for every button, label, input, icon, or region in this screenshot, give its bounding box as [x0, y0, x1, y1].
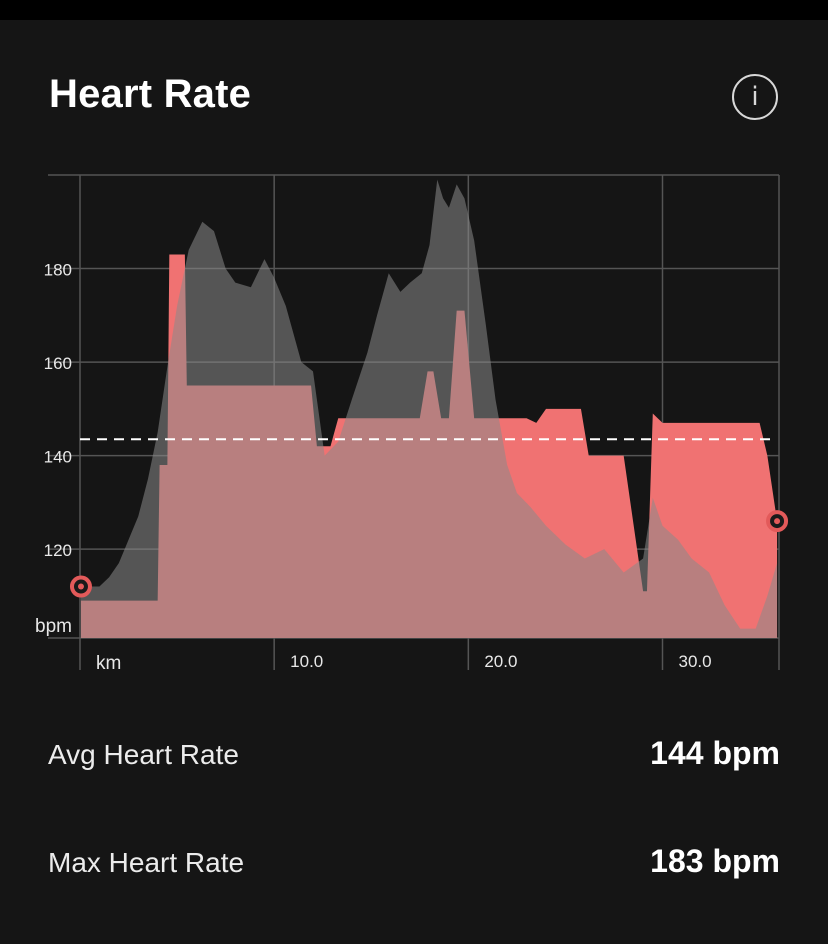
status-bar-strip	[0, 0, 828, 20]
y-axis-unit-label: bpm	[35, 616, 72, 637]
max-heart-rate-row: Max Heart Rate 183 bpm	[48, 841, 780, 881]
end-marker-dot	[774, 518, 781, 525]
max-heart-rate-label: Max Heart Rate	[48, 847, 245, 878]
y-tick-label-120: 120	[44, 541, 72, 560]
max-heart-rate-value: 183 bpm	[650, 843, 780, 879]
y-tick-label-140: 140	[44, 448, 72, 467]
x-tick-label-10: 10.0	[290, 652, 323, 671]
y-tick-label-160: 160	[44, 354, 72, 373]
avg-heart-rate-label: Avg Heart Rate	[48, 739, 239, 770]
heart-rate-chart: 120 140 160 180 bpm 10.0 20.0 30.0 km	[35, 174, 789, 674]
avg-heart-rate-value: 144 bpm	[650, 735, 780, 771]
x-tick-label-20: 20.0	[484, 652, 517, 671]
x-tick-label-30: 30.0	[679, 652, 712, 671]
elevation-profile-area	[80, 179, 778, 639]
y-tick-label-180: 180	[44, 261, 72, 280]
x-axis-unit-label: km	[96, 653, 121, 674]
info-button[interactable]: i	[732, 74, 778, 120]
info-icon: i	[751, 82, 759, 112]
page-title: Heart Rate	[49, 72, 252, 116]
avg-heart-rate-row: Avg Heart Rate 144 bpm	[48, 733, 780, 773]
start-marker-dot	[77, 583, 84, 590]
